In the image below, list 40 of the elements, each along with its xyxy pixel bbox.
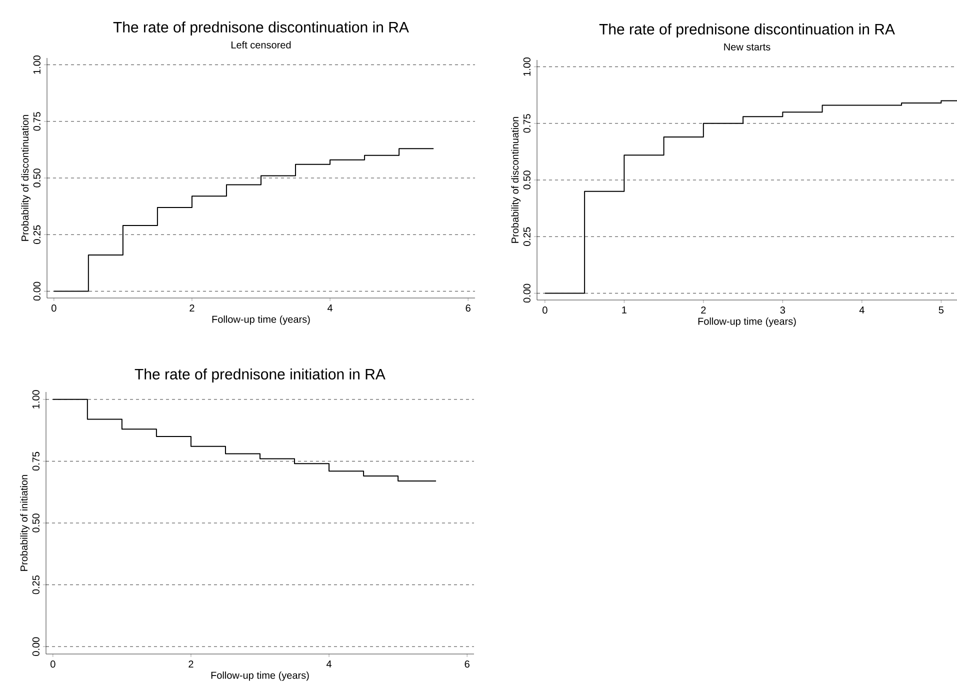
y-tick-label: 0.50 (33, 168, 40, 188)
x-axis-title: Follow-up time (years) (212, 315, 310, 325)
chart-subtitle: New starts (724, 43, 770, 50)
y-tick-label: 0.00 (523, 284, 530, 303)
chart-title: The rate of prednisone initiation in RA (134, 368, 386, 382)
y-axis-title: Probability of initiation (20, 475, 30, 571)
y-tick-label: 0.25 (33, 225, 40, 244)
x-tick-label: 6 (466, 304, 470, 312)
y-tick-label: 1.00 (33, 55, 40, 74)
x-tick-label: 2 (190, 304, 194, 312)
x-tick-label: 0 (52, 304, 56, 312)
x-tick-label: 1 (622, 306, 626, 314)
x-tick-label: 0 (50, 660, 56, 668)
y-tick-label: 0.50 (523, 170, 530, 190)
x-tick-label: 4 (326, 660, 332, 668)
chart-title: The rate of prednisone discontinuation in RA (113, 22, 409, 36)
y-axis-title: Probability of discontinuation (21, 115, 31, 241)
y-tick-label: 1.00 (523, 57, 530, 76)
x-tick-label: 2 (701, 306, 706, 314)
x-tick-label: 6 (464, 660, 470, 668)
y-tick-label: 0.25 (523, 227, 530, 246)
y-tick-label: 0.00 (32, 637, 40, 656)
y-tick-label: 0.75 (32, 452, 40, 471)
y-tick-label: 0.25 (32, 575, 40, 594)
x-tick-label: 2 (188, 660, 194, 668)
x-axis-title: Follow-up time (years) (211, 671, 309, 681)
y-tick-label: 0.00 (33, 282, 40, 301)
y-axis-title: Probability of discontinuation (511, 117, 521, 243)
y-tick-label: 0.75 (523, 114, 530, 133)
x-tick-label: 5 (938, 306, 944, 314)
x-axis-title: Follow-up time (years) (698, 317, 796, 327)
x-tick-label: 4 (327, 304, 333, 312)
x-tick-label: 3 (780, 306, 786, 314)
y-tick-label: 0.75 (33, 112, 40, 131)
x-tick-label: 0 (542, 306, 548, 314)
y-tick-label: 1.00 (32, 390, 40, 408)
x-tick-label: 4 (859, 306, 864, 314)
chart-subtitle: Left censored (232, 41, 291, 48)
chart-title: The rate of prednisone discontinuation in RA (599, 24, 895, 38)
y-tick-label: 0.50 (32, 514, 40, 532)
